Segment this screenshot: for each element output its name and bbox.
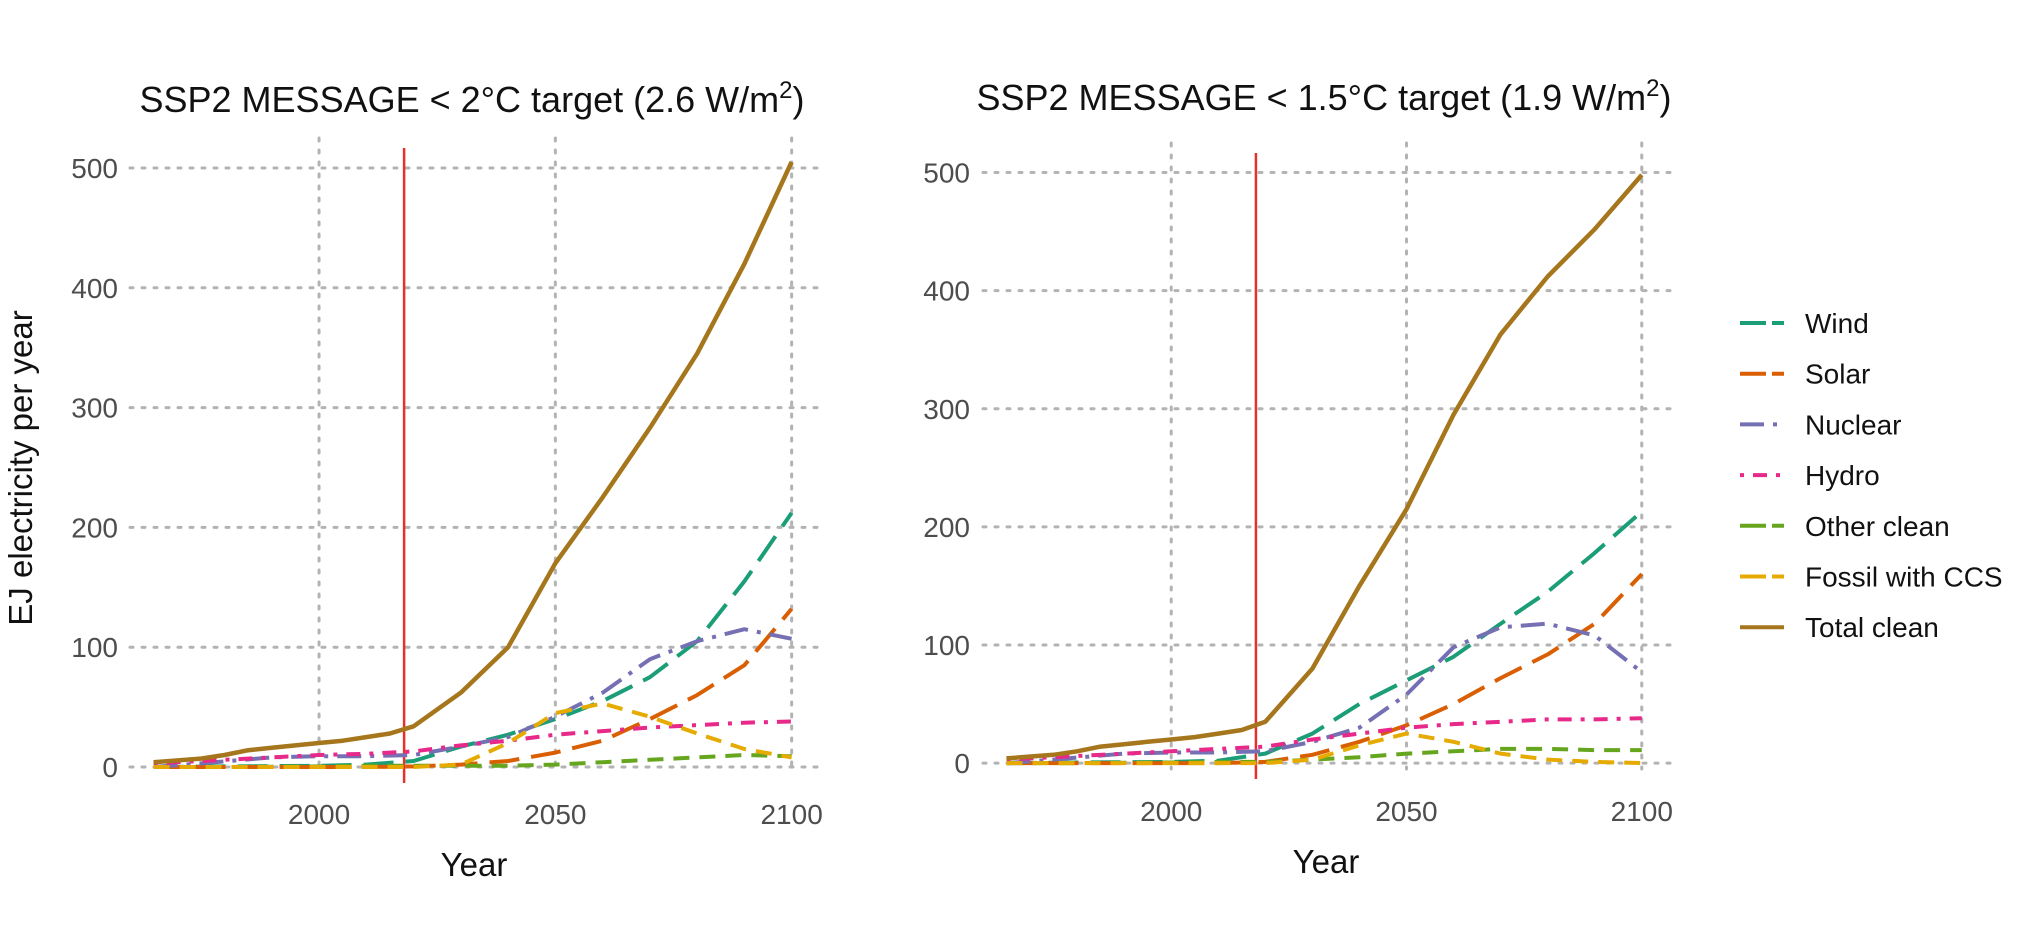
series-line-solar bbox=[153, 607, 794, 769]
legend: Wind Solar Nuclear Hydro Other clean Fossil w… bbox=[1740, 308, 2003, 643]
panel-2c-target: SSP2 MESSAGE < 2°C target (2.6 W/m2) 0 10… bbox=[2, 77, 823, 883]
y-tick-label: 300 bbox=[71, 393, 118, 424]
legend-item-hydro: Hydro bbox=[1740, 460, 1880, 491]
y-tick-labels: 0 100 200 300 400 500 bbox=[71, 153, 118, 783]
gridlines bbox=[981, 141, 1672, 771]
legend-item-solar: Solar bbox=[1740, 359, 1870, 390]
panel-title: SSP2 MESSAGE < 1.5°C target (1.9 W/m2) bbox=[977, 75, 1672, 118]
series-line-total-clean bbox=[153, 161, 794, 765]
legend-item-total-clean: Total clean bbox=[1740, 612, 1939, 643]
legend-item-nuclear: Nuclear bbox=[1740, 409, 1901, 440]
series-lines bbox=[153, 161, 794, 769]
series-line-hydro bbox=[1006, 716, 1642, 762]
legend-label: Nuclear bbox=[1805, 409, 1901, 440]
series-line-nuclear bbox=[153, 627, 792, 769]
x-tick-label: 2000 bbox=[1140, 796, 1202, 827]
legend-label: Hydro bbox=[1805, 460, 1880, 491]
y-tick-label: 0 bbox=[102, 752, 118, 783]
legend-label: Solar bbox=[1805, 359, 1870, 390]
series-line-solar bbox=[1006, 572, 1644, 766]
y-tick-label: 100 bbox=[71, 632, 118, 663]
y-tick-label: 500 bbox=[71, 153, 118, 184]
x-tick-labels: 2000 2050 2100 bbox=[1140, 796, 1673, 827]
x-tick-label: 2100 bbox=[1611, 796, 1673, 827]
y-tick-label: 300 bbox=[923, 394, 970, 425]
y-tick-label: 200 bbox=[71, 512, 118, 543]
panel-1-5c-target: SSP2 MESSAGE < 1.5°C target (1.9 W/m2) 0… bbox=[923, 75, 1673, 880]
series-line-hydro bbox=[153, 719, 792, 766]
x-axis-title: Year bbox=[1293, 843, 1360, 880]
series-line-fossil-with-ccs bbox=[1006, 731, 1642, 766]
y-axis-title: EJ electricity per year bbox=[2, 310, 39, 625]
x-tick-labels: 2000 2050 2100 bbox=[288, 799, 823, 830]
y-tick-label: 0 bbox=[954, 748, 970, 779]
y-tick-label: 400 bbox=[923, 276, 970, 307]
legend-item-other-clean: Other clean bbox=[1740, 511, 1950, 542]
panel-title: SSP2 MESSAGE < 2°C target (2.6 W/m2) bbox=[140, 77, 805, 120]
legend-label: Wind bbox=[1805, 308, 1869, 339]
legend-label: Other clean bbox=[1805, 511, 1950, 542]
x-axis-title: Year bbox=[441, 846, 508, 883]
legend-label: Total clean bbox=[1805, 612, 1939, 643]
y-tick-label: 100 bbox=[923, 630, 970, 661]
x-tick-label: 2050 bbox=[1375, 796, 1437, 827]
gridlines bbox=[128, 136, 822, 775]
y-tick-label: 200 bbox=[923, 512, 970, 543]
y-tick-label: 500 bbox=[923, 158, 970, 189]
x-tick-label: 2100 bbox=[760, 799, 822, 830]
legend-label: Fossil with CCS bbox=[1805, 562, 2003, 593]
y-tick-label: 400 bbox=[71, 273, 118, 304]
series-line-total-clean bbox=[1006, 173, 1644, 761]
legend-item-wind: Wind bbox=[1740, 308, 1869, 339]
x-tick-label: 2000 bbox=[288, 799, 350, 830]
series-line-wind bbox=[1006, 509, 1644, 766]
y-tick-labels: 0 100 200 300 400 500 bbox=[923, 158, 970, 780]
x-tick-label: 2050 bbox=[524, 799, 586, 830]
series-line-fossil-with-ccs bbox=[153, 701, 792, 769]
legend-item-fossil-with-ccs: Fossil with CCS bbox=[1740, 562, 2003, 593]
series-lines bbox=[1006, 173, 1644, 766]
